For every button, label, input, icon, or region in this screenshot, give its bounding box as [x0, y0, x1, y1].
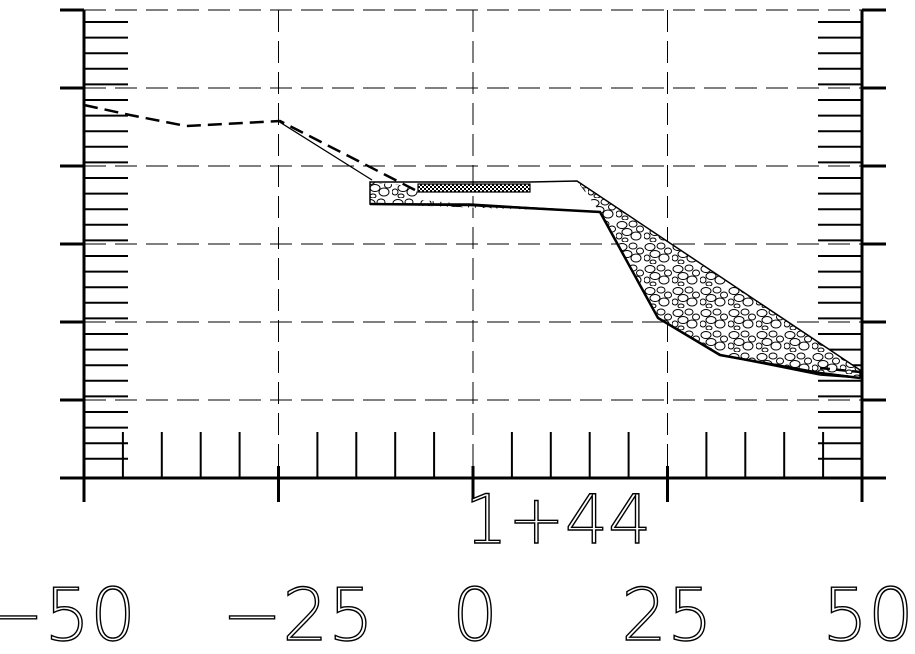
offset-tick-label: 25	[621, 573, 713, 654]
station-label: 1+44	[465, 481, 652, 560]
tick-marks	[60, 8, 886, 502]
proposed-slope-line	[277, 120, 373, 181]
offset-tick-label: −25	[222, 573, 374, 654]
pavement-layer	[417, 183, 531, 193]
offset-tick-label: −50	[0, 573, 136, 654]
subgrade-line	[369, 202, 861, 380]
profile-group	[83, 103, 861, 380]
offset-tick-labels: −50 −25 0 25 50	[0, 572, 915, 654]
offset-tick-label: 0	[452, 573, 498, 654]
riprap-fill	[370, 181, 860, 378]
existing-ground-line-right	[819, 366, 861, 374]
offset-tick-label: 50	[822, 573, 914, 654]
existing-ground-line	[83, 103, 416, 192]
grid-lines	[84, 9, 862, 478]
